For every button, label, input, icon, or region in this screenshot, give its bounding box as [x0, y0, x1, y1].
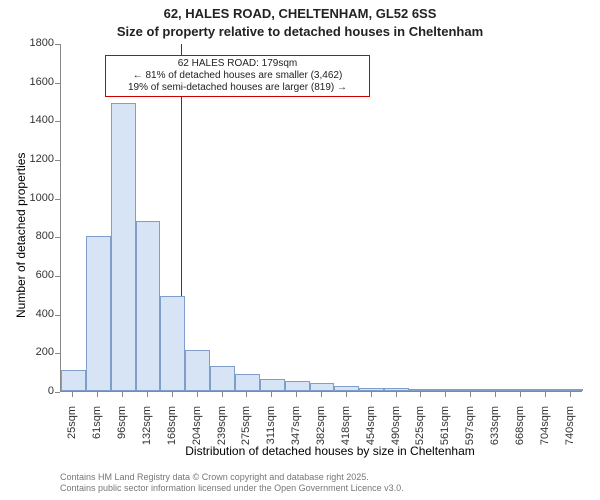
- x-tick-label: 418sqm: [340, 406, 352, 456]
- y-tick-label: 600: [14, 269, 54, 281]
- x-tick-mark: [545, 392, 546, 397]
- annotation-line3: 19% of semi-detached houses are larger (…: [110, 82, 365, 94]
- footer-attribution: Contains HM Land Registry data © Crown c…: [60, 472, 404, 494]
- chart-title-line1: 62, HALES ROAD, CHELTENHAM, GL52 6SS: [0, 6, 600, 21]
- x-tick-mark: [122, 392, 123, 397]
- x-tick-mark: [321, 392, 322, 397]
- x-tick-label: 25sqm: [66, 406, 78, 456]
- x-tick-label: 61sqm: [91, 406, 103, 456]
- histogram-bar: [508, 389, 533, 391]
- x-tick-mark: [197, 392, 198, 397]
- histogram-bar: [434, 389, 459, 391]
- histogram-bar: [160, 296, 185, 391]
- x-tick-mark: [470, 392, 471, 397]
- x-tick-label: 168sqm: [166, 406, 178, 456]
- x-tick-label: 239sqm: [216, 406, 228, 456]
- histogram-bar: [310, 383, 335, 391]
- histogram-bar: [285, 381, 310, 391]
- x-tick-label: 96sqm: [116, 406, 128, 456]
- footer-line2: Contains public sector information licen…: [60, 483, 404, 494]
- histogram-bar: [359, 388, 384, 391]
- chart-title-line2: Size of property relative to detached ho…: [0, 24, 600, 39]
- histogram-bar: [484, 389, 509, 391]
- x-tick-mark: [520, 392, 521, 397]
- x-tick-label: 525sqm: [414, 406, 426, 456]
- y-tick-label: 800: [14, 230, 54, 242]
- annotation-line2: ← 81% of detached houses are smaller (3,…: [110, 70, 365, 82]
- x-tick-mark: [72, 392, 73, 397]
- y-tick-mark: [55, 83, 60, 84]
- y-tick-mark: [55, 353, 60, 354]
- x-tick-label: 597sqm: [464, 406, 476, 456]
- footer-line1: Contains HM Land Registry data © Crown c…: [60, 472, 404, 483]
- x-tick-label: 490sqm: [390, 406, 402, 456]
- y-tick-label: 400: [14, 308, 54, 320]
- y-tick-label: 1800: [14, 37, 54, 49]
- x-tick-label: 204sqm: [191, 406, 203, 456]
- y-tick-mark: [55, 44, 60, 45]
- y-tick-mark: [55, 199, 60, 200]
- y-tick-label: 1000: [14, 192, 54, 204]
- y-tick-mark: [55, 392, 60, 393]
- histogram-bar: [334, 386, 359, 391]
- x-tick-label: 668sqm: [514, 406, 526, 456]
- histogram-bar: [384, 388, 409, 391]
- x-tick-label: 132sqm: [141, 406, 153, 456]
- x-tick-label: 704sqm: [539, 406, 551, 456]
- x-tick-mark: [371, 392, 372, 397]
- x-tick-label: 382sqm: [315, 406, 327, 456]
- x-tick-mark: [296, 392, 297, 397]
- x-tick-label: 347sqm: [290, 406, 302, 456]
- annotation-box: 62 HALES ROAD: 179sqm ← 81% of detached …: [105, 55, 370, 97]
- histogram-bar: [459, 389, 484, 391]
- x-tick-label: 633sqm: [489, 406, 501, 456]
- histogram-bar: [136, 221, 161, 391]
- x-tick-mark: [172, 392, 173, 397]
- x-tick-mark: [495, 392, 496, 397]
- property-size-histogram: 62, HALES ROAD, CHELTENHAM, GL52 6SS Siz…: [0, 0, 600, 500]
- histogram-bar: [86, 236, 111, 391]
- x-tick-label: 311sqm: [265, 406, 277, 456]
- histogram-bar: [111, 103, 136, 391]
- y-tick-mark: [55, 237, 60, 238]
- y-tick-label: 0: [14, 385, 54, 397]
- y-tick-label: 1400: [14, 114, 54, 126]
- y-tick-mark: [55, 315, 60, 316]
- x-tick-mark: [222, 392, 223, 397]
- x-tick-label: 740sqm: [564, 406, 576, 456]
- y-tick-mark: [55, 276, 60, 277]
- y-tick-mark: [55, 121, 60, 122]
- histogram-bar: [409, 389, 434, 391]
- y-tick-label: 1600: [14, 76, 54, 88]
- x-tick-mark: [445, 392, 446, 397]
- x-tick-mark: [271, 392, 272, 397]
- y-tick-label: 1200: [14, 153, 54, 165]
- histogram-bar: [558, 389, 583, 391]
- histogram-bar: [185, 350, 210, 391]
- x-tick-mark: [246, 392, 247, 397]
- x-tick-mark: [346, 392, 347, 397]
- histogram-bar: [260, 379, 285, 391]
- annotation-line1: 62 HALES ROAD: 179sqm: [110, 58, 365, 70]
- x-tick-label: 275sqm: [240, 406, 252, 456]
- x-tick-mark: [420, 392, 421, 397]
- histogram-bar: [235, 374, 260, 391]
- y-tick-mark: [55, 160, 60, 161]
- histogram-bar: [61, 370, 86, 391]
- x-tick-label: 561sqm: [439, 406, 451, 456]
- y-tick-label: 200: [14, 346, 54, 358]
- histogram-bar: [533, 389, 558, 391]
- x-tick-label: 454sqm: [365, 406, 377, 456]
- histogram-bar: [210, 366, 235, 391]
- x-tick-mark: [97, 392, 98, 397]
- x-tick-mark: [396, 392, 397, 397]
- x-tick-mark: [570, 392, 571, 397]
- x-tick-mark: [147, 392, 148, 397]
